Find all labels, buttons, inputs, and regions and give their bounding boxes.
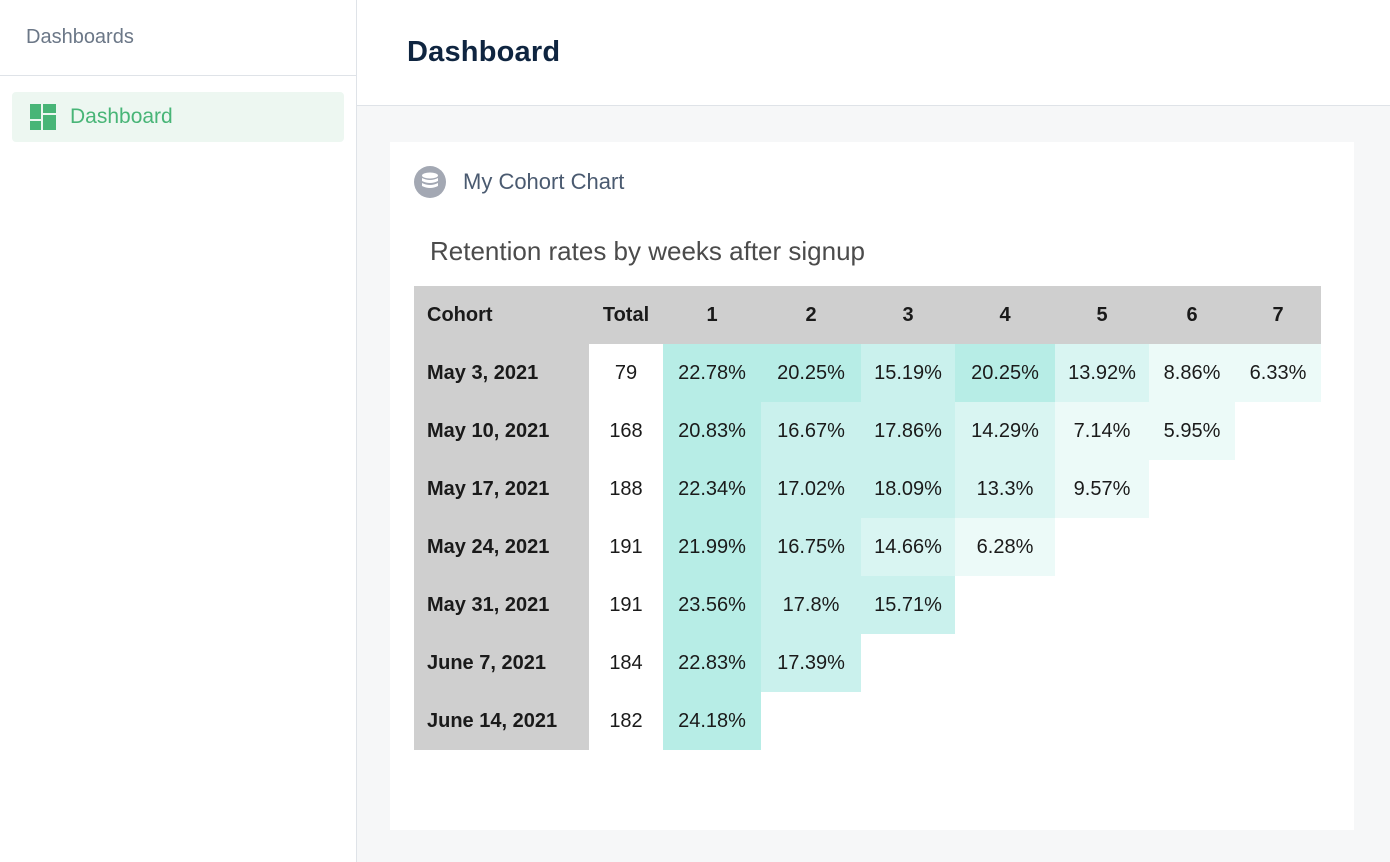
cohort-label: May 31, 2021 xyxy=(414,576,589,634)
retention-cell: 22.34% xyxy=(663,460,761,518)
empty-cell xyxy=(955,692,1055,750)
cohort-label: June 7, 2021 xyxy=(414,634,589,692)
retention-cell: 22.78% xyxy=(663,344,761,402)
column-header-week-6: 6 xyxy=(1149,286,1235,344)
column-header-cohort: Cohort xyxy=(414,286,589,344)
cohort-total: 191 xyxy=(589,576,663,634)
cohort-label: May 24, 2021 xyxy=(414,518,589,576)
topbar: Dashboard xyxy=(357,0,1390,106)
empty-cell xyxy=(861,634,955,692)
retention-cell: 15.19% xyxy=(861,344,955,402)
cohort-total: 184 xyxy=(589,634,663,692)
retention-cell: 17.8% xyxy=(761,576,861,634)
cohort-total: 168 xyxy=(589,402,663,460)
table-row: June 14, 2021 182 24.18% xyxy=(414,692,1321,750)
database-icon xyxy=(414,166,446,198)
column-header-total: Total xyxy=(589,286,663,344)
retention-cell: 17.39% xyxy=(761,634,861,692)
table-row: June 7, 2021 184 22.83% 17.39% xyxy=(414,634,1321,692)
retention-cell: 17.02% xyxy=(761,460,861,518)
empty-cell xyxy=(1149,634,1235,692)
table-row: May 10, 2021 168 20.83% 16.67% 17.86% 14.29% 7… xyxy=(414,402,1321,460)
table-body: May 3, 2021 79 22.78% 20.25% 15.19% 20.25% 13.… xyxy=(414,344,1321,750)
retention-cell: 20.25% xyxy=(955,344,1055,402)
card-header: My Cohort Chart xyxy=(414,166,624,198)
chart-title: Retention rates by weeks after signup xyxy=(430,236,866,266)
retention-cell: 6.28% xyxy=(955,518,1055,576)
retention-cell: 20.83% xyxy=(663,402,761,460)
cohort-total: 188 xyxy=(589,460,663,518)
sidebar: Dashboards Dashboard xyxy=(0,0,357,862)
retention-cell: 6.33% xyxy=(1235,344,1321,402)
page-title: Dashboard xyxy=(407,36,561,68)
retention-cell: 21.99% xyxy=(663,518,761,576)
column-header-week-3: 3 xyxy=(861,286,955,344)
column-header-week-4: 4 xyxy=(955,286,1055,344)
retention-cell: 20.25% xyxy=(761,344,861,402)
retention-cell: 13.3% xyxy=(955,460,1055,518)
empty-cell xyxy=(955,576,1055,634)
retention-cell: 24.18% xyxy=(663,692,761,750)
sidebar-item-label: Dashboard xyxy=(70,105,173,128)
cohort-label: May 3, 2021 xyxy=(414,344,589,402)
empty-cell xyxy=(1235,692,1321,750)
empty-cell xyxy=(1055,518,1149,576)
empty-cell xyxy=(1149,460,1235,518)
retention-cell: 16.67% xyxy=(761,402,861,460)
empty-cell xyxy=(1235,460,1321,518)
empty-cell xyxy=(955,634,1055,692)
card-title[interactable]: My Cohort Chart xyxy=(463,169,625,194)
column-header-week-2: 2 xyxy=(761,286,861,344)
table-row: May 17, 2021 188 22.34% 17.02% 18.09% 13.3% 9.… xyxy=(414,460,1321,518)
column-header-week-7: 7 xyxy=(1235,286,1321,344)
empty-cell xyxy=(1149,692,1235,750)
empty-cell xyxy=(861,692,955,750)
retention-cell: 5.95% xyxy=(1149,402,1235,460)
empty-cell xyxy=(1149,576,1235,634)
empty-cell xyxy=(1235,576,1321,634)
empty-cell xyxy=(1235,402,1321,460)
retention-cell: 23.56% xyxy=(663,576,761,634)
cohort-label: May 10, 2021 xyxy=(414,402,589,460)
table-row: May 24, 2021 191 21.99% 16.75% 14.66% 6.28% xyxy=(414,518,1321,576)
dashboard-grid-icon xyxy=(30,104,56,130)
retention-cell: 13.92% xyxy=(1055,344,1149,402)
retention-cell: 16.75% xyxy=(761,518,861,576)
cohort-label: June 14, 2021 xyxy=(414,692,589,750)
column-header-week-5: 5 xyxy=(1055,286,1149,344)
retention-cell: 17.86% xyxy=(861,402,955,460)
cohort-table: Cohort Total 1 2 3 4 5 6 7 May 3, 2021 79 22.78% 20… xyxy=(414,286,1321,750)
cohort-label: May 17, 2021 xyxy=(414,460,589,518)
cohort-card: My Cohort Chart Retention rates by weeks… xyxy=(390,142,1354,830)
table-row: May 31, 2021 191 23.56% 17.8% 15.71% xyxy=(414,576,1321,634)
retention-cell: 22.83% xyxy=(663,634,761,692)
table-row: May 3, 2021 79 22.78% 20.25% 15.19% 20.25% 13.… xyxy=(414,344,1321,402)
cohort-total: 79 xyxy=(589,344,663,402)
cohort-total: 182 xyxy=(589,692,663,750)
empty-cell xyxy=(1055,576,1149,634)
retention-cell: 18.09% xyxy=(861,460,955,518)
empty-cell xyxy=(1235,518,1321,576)
retention-cell: 7.14% xyxy=(1055,402,1149,460)
retention-cell: 15.71% xyxy=(861,576,955,634)
retention-cell: 14.66% xyxy=(861,518,955,576)
empty-cell xyxy=(1149,518,1235,576)
table-header-row: Cohort Total 1 2 3 4 5 6 7 xyxy=(414,286,1321,344)
sidebar-header: Dashboards xyxy=(0,0,356,76)
empty-cell xyxy=(1235,634,1321,692)
retention-cell: 14.29% xyxy=(955,402,1055,460)
cohort-total: 191 xyxy=(589,518,663,576)
empty-cell xyxy=(761,692,861,750)
retention-cell: 9.57% xyxy=(1055,460,1149,518)
empty-cell xyxy=(1055,634,1149,692)
sidebar-item-dashboard[interactable]: Dashboard xyxy=(12,92,344,142)
empty-cell xyxy=(1055,692,1149,750)
retention-cell: 8.86% xyxy=(1149,344,1235,402)
column-header-week-1: 1 xyxy=(663,286,761,344)
